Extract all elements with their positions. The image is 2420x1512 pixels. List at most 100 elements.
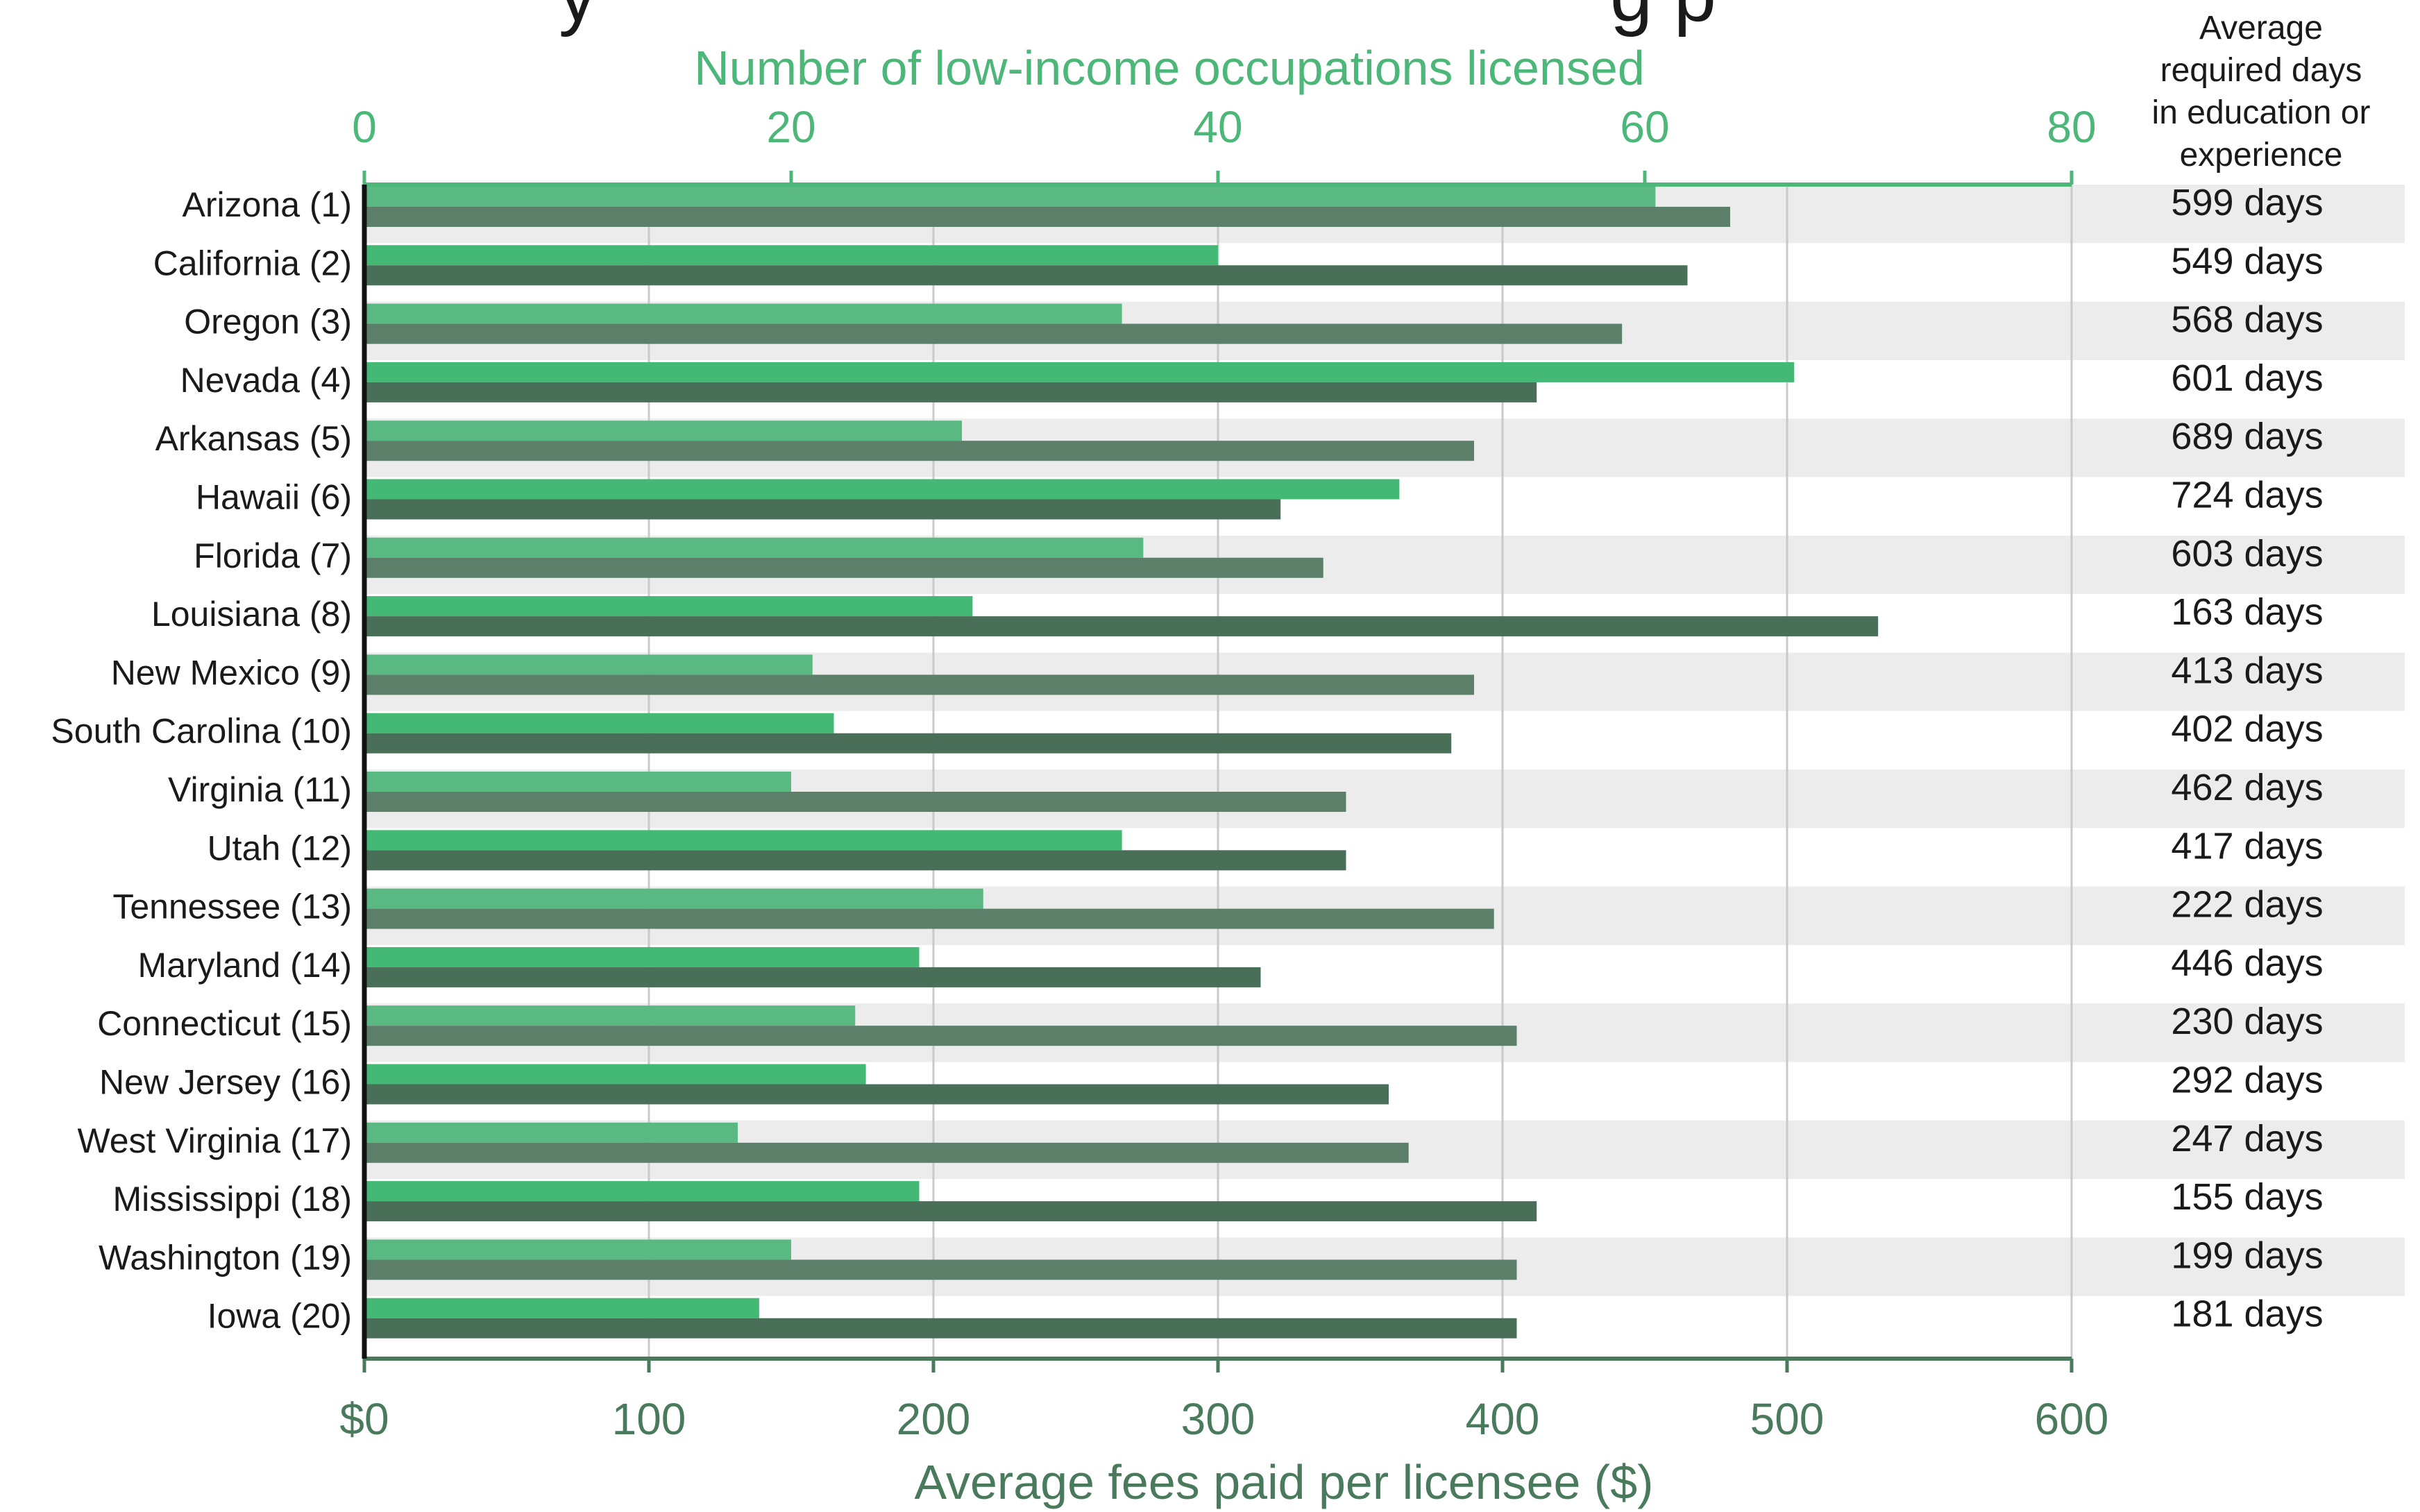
top-tick-label: 40	[1193, 102, 1242, 152]
fee-bar	[364, 1142, 1409, 1163]
axes: 0 20 40 60 80 $0 100 200 300 400 500 600	[339, 102, 2108, 1444]
fee-bar	[364, 616, 1879, 637]
fee-bar	[364, 733, 1452, 754]
count-bar	[364, 596, 973, 617]
bottom-axis-title: Average fees paid per licensee ($)	[915, 1455, 1654, 1509]
count-bar	[364, 1181, 920, 1202]
top-tick-label: 20	[766, 102, 815, 152]
count-bar	[364, 830, 1122, 851]
count-bar	[364, 946, 920, 967]
days-value: 599 days	[2171, 182, 2323, 223]
count-bar	[364, 1298, 759, 1318]
days-value: 230 days	[2171, 1001, 2323, 1042]
top-tick-label: 60	[1620, 102, 1669, 152]
days-value: 603 days	[2171, 533, 2323, 575]
fee-bar	[364, 1026, 1517, 1046]
days-value: 163 days	[2171, 591, 2323, 633]
fee-bar	[364, 1318, 1517, 1339]
fee-bar	[364, 499, 1281, 520]
state-label: Florida (7)	[194, 536, 352, 575]
bottom-tick-label: 400	[1466, 1394, 1540, 1444]
count-bar	[364, 888, 983, 909]
count-bar	[364, 1064, 866, 1085]
days-value: 247 days	[2171, 1118, 2323, 1160]
days-value: 446 days	[2171, 942, 2323, 984]
state-label: Washington (19)	[99, 1238, 352, 1277]
count-bar	[364, 421, 962, 441]
top-tick-label: 0	[352, 102, 377, 152]
days-header-line: experience	[2180, 137, 2343, 173]
days-value: 181 days	[2171, 1293, 2323, 1335]
bottom-tick-label: 300	[1181, 1394, 1255, 1444]
fee-bar	[364, 908, 1494, 929]
count-bar	[364, 1122, 738, 1143]
state-label: Arkansas (5)	[155, 419, 352, 458]
fee-bar	[364, 557, 1323, 578]
state-label: Louisiana (8)	[151, 595, 352, 634]
days-header-line: Average	[2199, 10, 2323, 46]
count-bar	[364, 713, 834, 733]
fee-bar	[364, 207, 1730, 227]
state-label: New Mexico (9)	[111, 653, 352, 692]
days-header-line: in education or	[2152, 94, 2371, 131]
state-label: Utah (12)	[208, 829, 352, 867]
state-label: New Jersey (16)	[99, 1063, 352, 1102]
bottom-tick-label: $0	[339, 1394, 389, 1444]
top-axis-title: Number of low-income occupations license…	[694, 41, 1645, 95]
state-label: South Carolina (10)	[51, 712, 352, 751]
state-label: Tennessee (13)	[112, 887, 352, 926]
days-value: 462 days	[2171, 767, 2323, 808]
days-value: 417 days	[2171, 825, 2323, 867]
days-value: 601 days	[2171, 357, 2323, 399]
days-header-line: required days	[2160, 52, 2362, 89]
count-bar	[364, 479, 1400, 500]
state-label: Arizona (1)	[182, 185, 352, 224]
count-bar	[364, 772, 791, 792]
count-bar	[364, 537, 1144, 558]
count-bar	[364, 187, 1656, 207]
days-column-header: Average required days in education or ex…	[2152, 10, 2371, 173]
fee-bar	[364, 1259, 1517, 1280]
count-bar	[364, 654, 813, 675]
days-value: 689 days	[2171, 416, 2323, 457]
fee-bar	[364, 850, 1346, 871]
row-labels: Arizona (1) 599 days California (2) 549 day…	[51, 182, 2323, 1336]
days-value: 568 days	[2171, 299, 2323, 341]
count-bar	[364, 245, 1218, 266]
title-fragment-right: g p	[1610, 0, 1716, 37]
state-label: Hawaii (6)	[196, 478, 352, 517]
days-value: 222 days	[2171, 884, 2323, 926]
state-label: Connecticut (15)	[97, 1004, 352, 1043]
count-bar	[364, 1005, 856, 1026]
state-label: Oregon (3)	[184, 303, 352, 341]
count-bar	[364, 303, 1122, 324]
state-label: Virginia (11)	[168, 770, 352, 809]
days-value: 724 days	[2171, 475, 2323, 516]
fee-bar	[364, 265, 1688, 286]
state-label: California (2)	[153, 244, 352, 282]
state-label: West Virginia (17)	[77, 1121, 352, 1160]
fee-bar	[364, 1084, 1389, 1105]
days-value: 549 days	[2171, 240, 2323, 282]
fee-bar	[364, 967, 1261, 987]
state-label: Nevada (4)	[180, 361, 352, 400]
fee-bar	[364, 1201, 1537, 1222]
bottom-tick-label: 200	[897, 1394, 971, 1444]
bottom-tick-label: 500	[1750, 1394, 1825, 1444]
days-value: 292 days	[2171, 1060, 2323, 1101]
bottom-tick-label: 100	[612, 1394, 686, 1444]
days-value: 402 days	[2171, 708, 2323, 750]
fee-bar	[364, 674, 1474, 695]
fee-bar	[364, 382, 1537, 402]
state-label: Mississippi (18)	[112, 1180, 352, 1218]
count-bar	[364, 362, 1795, 382]
days-value: 199 days	[2171, 1234, 2323, 1276]
bars	[364, 187, 1879, 1339]
days-value: 413 days	[2171, 649, 2323, 691]
state-label: Maryland (14)	[138, 946, 352, 985]
state-label: Iowa (20)	[208, 1297, 352, 1336]
days-value: 155 days	[2171, 1176, 2323, 1218]
count-bar	[364, 1239, 791, 1260]
fee-bar	[364, 323, 1623, 344]
